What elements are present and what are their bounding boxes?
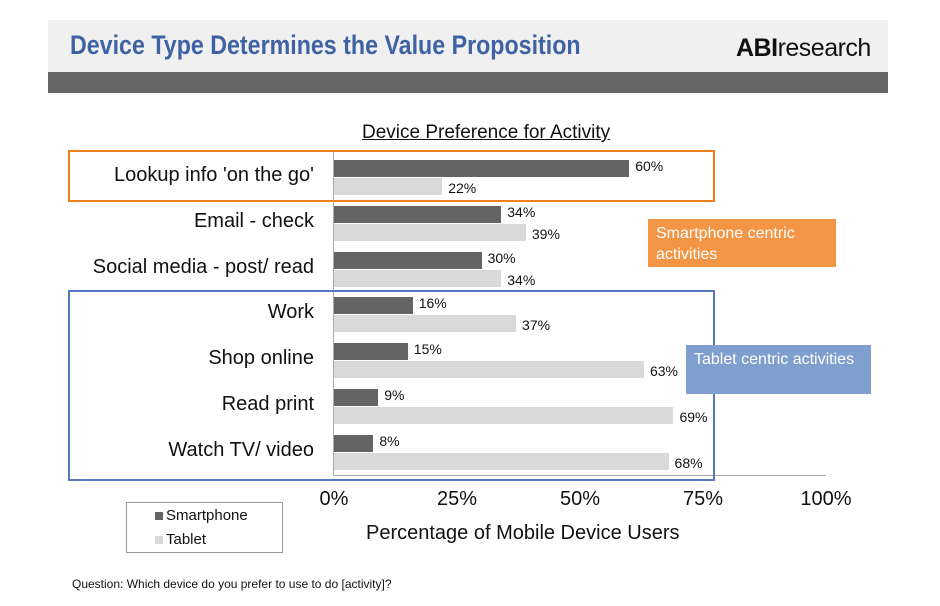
smartphone-value-label: 30%: [487, 249, 516, 266]
smartphone-bar: [334, 389, 379, 406]
tablet-bar: [334, 361, 644, 379]
x-tick-label: 100%: [800, 488, 852, 510]
header-band: [48, 20, 888, 72]
smartphone-bar: [334, 297, 413, 315]
category-label: Watch TV/ video: [168, 438, 314, 461]
x-tick-label: 25%: [436, 488, 478, 510]
x-tick-label: 50%: [559, 488, 601, 510]
tablet-bar: [334, 269, 502, 287]
smartphone-centric-highlight: [68, 150, 715, 202]
tablet-bar: [334, 178, 443, 195]
smartphone-value-label: 16%: [418, 295, 447, 312]
tablet-value-label: 63%: [649, 363, 678, 380]
legend-swatch: [155, 512, 163, 520]
x-tick-label: 75%: [682, 488, 724, 510]
legend-label: Tablet: [166, 531, 207, 548]
category-label: Lookup info 'on the go': [113, 164, 314, 186]
logo-bold: ABI: [736, 34, 778, 62]
tablet-value-label: 69%: [679, 409, 708, 425]
smartphone-bar: [334, 434, 374, 452]
tablet-bar: [334, 315, 517, 333]
legend-tablet: Tablet: [155, 531, 206, 548]
category-label: Read print: [221, 393, 314, 415]
tablet-value-label: 34%: [507, 271, 536, 288]
tablet-value-label: 37%: [522, 317, 551, 334]
tablet-centric-note: Tablet centric activities: [686, 345, 871, 394]
category-label: Shop online: [208, 347, 314, 370]
tablet-value-label: 22%: [448, 180, 477, 196]
logo-rest: research: [777, 34, 872, 62]
tablet-bar: [334, 452, 669, 470]
legend-smartphone: Smartphone: [155, 507, 248, 524]
category-label: Social media - post/ read: [92, 255, 314, 278]
x-axis-label: Percentage of Mobile Device Users: [366, 522, 680, 544]
category-label: Work: [267, 301, 314, 324]
header-bar: [48, 72, 888, 93]
chart-title: Device Preference for Activity: [362, 122, 611, 143]
category-label: Email - check: [193, 209, 314, 232]
page-title: Device Type Determines the Value Proposi…: [70, 30, 581, 60]
smartphone-value-label: 8%: [379, 432, 400, 449]
smartphone-bar: [334, 343, 408, 361]
tablet-bar: [334, 223, 526, 241]
x-tick-label: 0%: [319, 488, 349, 510]
abi-research-logo: ABIresearch: [736, 34, 871, 63]
smartphone-bar: [334, 251, 482, 269]
legend-label: Smartphone: [166, 507, 248, 524]
footnote: Question: Which device do you prefer to …: [72, 577, 392, 591]
smartphone-value-label: 60%: [635, 158, 664, 174]
smartphone-value-label: 15%: [413, 341, 442, 358]
y-axis-line: [333, 152, 334, 476]
smartphone-bar: [334, 205, 502, 223]
legend: Smartphone Tablet: [126, 502, 283, 553]
tablet-value-label: 39%: [531, 225, 560, 242]
smartphone-value-label: 34%: [507, 203, 536, 220]
tablet-value-label: 68%: [674, 454, 703, 471]
smartphone-bar: [334, 160, 630, 177]
smartphone-centric-note: Smartphone centric activities: [648, 219, 836, 267]
tablet-bar: [334, 407, 674, 424]
smartphone-value-label: 9%: [384, 387, 405, 403]
legend-swatch: [155, 536, 163, 544]
x-axis-line: [333, 475, 826, 476]
